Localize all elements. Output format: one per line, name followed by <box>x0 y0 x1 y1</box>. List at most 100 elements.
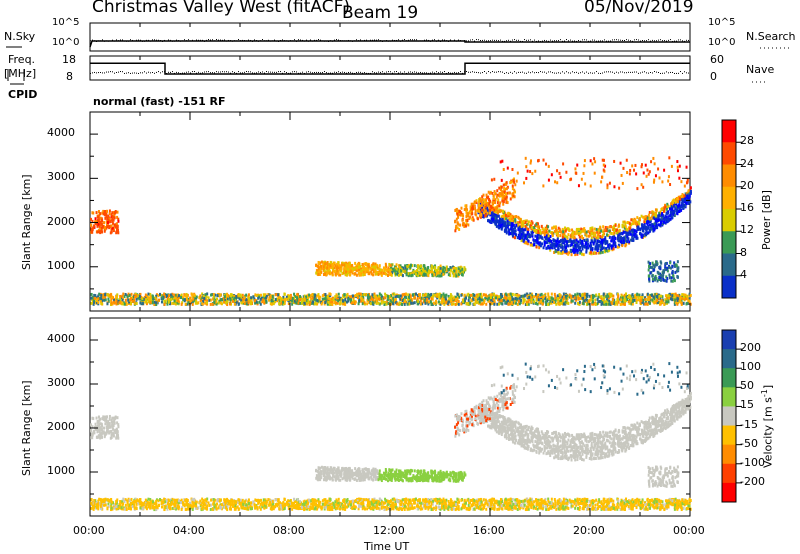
nave-dot <box>258 71 259 73</box>
nave-dot <box>450 72 451 74</box>
nsky-dot <box>596 40 597 42</box>
nsearch-tick-top: 10^5 <box>708 17 736 28</box>
nave-dot <box>230 72 231 74</box>
power-cell <box>254 301 257 305</box>
power-cell <box>468 295 471 299</box>
power-cell <box>219 298 222 302</box>
nsky-dot <box>432 39 433 41</box>
power-cell <box>570 297 573 301</box>
power-cell <box>559 294 562 298</box>
nsky-dot <box>652 39 653 41</box>
power-cell <box>487 218 490 222</box>
power-cell <box>585 250 588 254</box>
power-cell <box>533 229 536 233</box>
nsky-dot <box>626 39 627 41</box>
power-cell <box>546 299 549 303</box>
power-cell <box>544 300 547 304</box>
power-cell <box>689 191 692 195</box>
nave-dot <box>454 71 455 73</box>
nave-dot <box>672 71 673 73</box>
power-cell <box>633 219 636 223</box>
power-cell <box>501 294 504 298</box>
power-cell <box>587 302 590 306</box>
power-cell <box>296 299 299 303</box>
power-cell <box>181 301 184 305</box>
power-cell <box>550 292 553 296</box>
power-cell <box>631 297 634 301</box>
nsky-dot <box>190 40 191 42</box>
nave-dot <box>374 72 375 74</box>
power-cell <box>105 214 108 218</box>
nave-dot <box>368 72 369 74</box>
nave-dot <box>136 72 137 74</box>
power-cell <box>157 294 160 298</box>
power-cell <box>433 293 436 297</box>
station-title: Christmas Valley West (fitACF) <box>92 0 351 17</box>
power-cell <box>615 228 618 232</box>
power-cell <box>100 230 103 234</box>
power-cell <box>427 292 430 296</box>
nsky-tick-top: 10^5 <box>52 17 80 28</box>
nsky-dot <box>134 40 135 42</box>
power-cell <box>645 233 648 237</box>
power-cell <box>411 271 414 275</box>
power-cell <box>588 298 591 302</box>
nave-dot <box>294 71 295 73</box>
power-cell <box>439 264 442 268</box>
power-cell <box>223 295 226 299</box>
power-cell <box>253 297 256 301</box>
power-cell <box>259 297 262 301</box>
power-cell <box>187 297 190 301</box>
power-cell <box>211 293 214 297</box>
power-cell <box>398 301 401 305</box>
power-cell <box>283 302 286 306</box>
nave-dot <box>476 71 477 73</box>
power-cell <box>667 300 670 304</box>
power-cell <box>659 297 662 301</box>
power-cell <box>452 296 455 300</box>
power-cell <box>191 293 194 297</box>
power-cell <box>612 301 615 305</box>
nsky-dot <box>200 39 201 41</box>
power-cell <box>133 298 136 302</box>
power-cell <box>351 271 354 275</box>
nsky-dot <box>122 39 123 41</box>
nsky-dot <box>532 40 533 42</box>
power-cell <box>555 302 558 306</box>
nave-dot <box>184 72 185 74</box>
power-cell <box>566 294 569 298</box>
nsky-dot <box>412 39 413 41</box>
power-cell <box>139 292 142 296</box>
nsky-dot <box>316 39 317 41</box>
power-cell <box>648 301 651 305</box>
nsky-dot <box>332 40 333 42</box>
nave-dot <box>668 72 669 74</box>
power-cell <box>669 217 672 221</box>
power-cell <box>297 301 300 305</box>
power-cell <box>170 297 173 301</box>
nave-dot <box>128 72 129 74</box>
nsky-dot <box>340 40 341 42</box>
nsky-series <box>89 39 690 48</box>
nsky-dot <box>586 39 587 41</box>
power-cell <box>112 298 115 302</box>
nave-dot <box>648 72 649 74</box>
nave-dot <box>192 71 193 73</box>
nave-dot <box>630 71 631 73</box>
power-cell <box>447 273 450 277</box>
power-cell <box>527 220 530 224</box>
power-cell <box>99 227 102 231</box>
nsky-dot <box>174 40 175 42</box>
nsky-dot <box>186 40 187 42</box>
power-cell <box>507 211 510 215</box>
nsky-dot <box>424 39 425 41</box>
power-cell <box>361 302 364 306</box>
nsky-dot <box>540 40 541 42</box>
power-cell <box>280 297 283 301</box>
nave-dot <box>110 71 111 73</box>
nave-dot <box>650 71 651 73</box>
power-cell <box>467 298 470 302</box>
power-cell <box>305 295 308 299</box>
nave-tick-top: 60 <box>710 53 724 66</box>
power-cell <box>199 294 202 298</box>
